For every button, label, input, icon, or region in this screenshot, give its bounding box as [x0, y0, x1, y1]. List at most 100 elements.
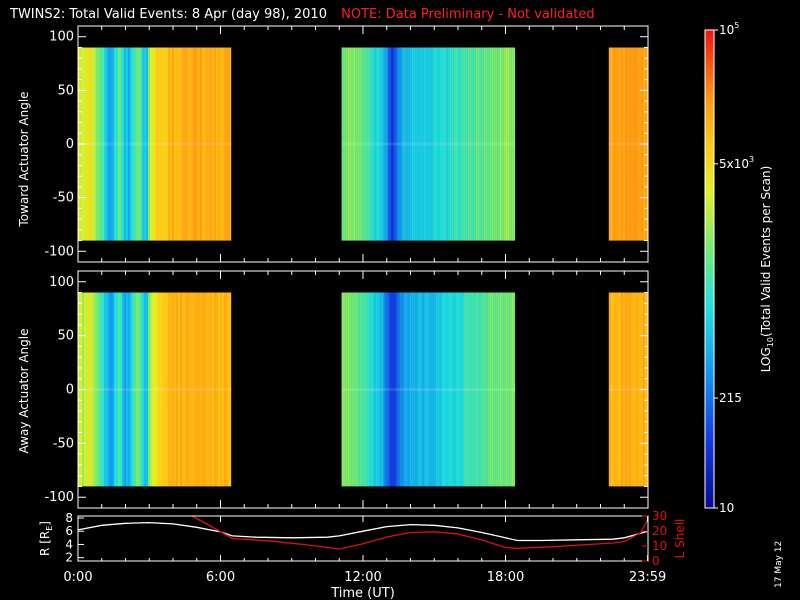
colorbar-swatch — [705, 414, 714, 416]
ytick-label: 100 — [49, 30, 74, 45]
colorbar-swatch — [705, 241, 714, 243]
colorbar-swatch — [705, 459, 714, 461]
colorbar-swatch — [705, 243, 714, 245]
colorbar-swatch — [705, 410, 714, 412]
colorbar-swatch — [705, 466, 714, 468]
colorbar-swatch — [705, 427, 714, 429]
colorbar-swatch — [705, 142, 714, 144]
heatmap-column — [491, 47, 494, 241]
heatmap-column — [441, 47, 444, 241]
heatmap-column — [483, 292, 486, 487]
heatmap-column — [499, 292, 502, 487]
heatmap-column — [158, 47, 161, 241]
colorbar-swatch — [705, 200, 714, 202]
colorbar-swatch — [705, 420, 714, 422]
heatmap-column — [224, 292, 227, 487]
colorbar-swatch — [705, 175, 714, 177]
colorbar-swatch — [705, 499, 714, 501]
heatmap-column — [443, 292, 446, 487]
heatmap-column — [415, 47, 418, 241]
zero-angle-stripe — [341, 142, 515, 146]
heatmap-column — [431, 47, 434, 241]
xtick-label: 23:59 — [629, 570, 666, 585]
colorbar-swatch — [705, 234, 714, 236]
heatmap-column — [453, 292, 456, 487]
colorbar-swatch — [705, 495, 714, 497]
colorbar-swatch — [705, 298, 714, 300]
colorbar-swatch — [705, 491, 714, 493]
colorbar-swatch — [705, 280, 714, 282]
colorbar-swatch — [705, 303, 714, 305]
colorbar-swatch — [705, 446, 714, 448]
colorbar-swatch — [705, 143, 714, 145]
colorbar-swatch — [705, 396, 714, 398]
colorbar-swatch — [705, 44, 714, 46]
heatmap-column — [475, 47, 478, 241]
colorbar-swatch — [705, 468, 714, 470]
heatmap-column — [485, 292, 488, 487]
heatmap-column — [180, 47, 183, 241]
heatmap-column — [509, 292, 512, 487]
heatmap-column — [467, 292, 470, 487]
heatmap-column — [614, 292, 617, 487]
heatmap-column — [216, 47, 219, 241]
colorbar-swatch — [705, 384, 714, 386]
colorbar-swatch — [705, 283, 714, 285]
colorbar-swatch — [705, 448, 714, 450]
zero-angle-stripe — [608, 142, 648, 146]
heatmap-column — [634, 292, 637, 487]
heatmap-column — [130, 292, 133, 487]
heatmap-column — [136, 47, 139, 241]
colorbar-swatch — [705, 72, 714, 74]
colorbar-swatch — [705, 150, 714, 152]
heatmap-column — [204, 47, 207, 241]
colorbar-swatch — [705, 147, 714, 149]
colorbar-swatch — [705, 244, 714, 246]
colorbar-swatch — [705, 131, 714, 133]
heatmap-column — [501, 47, 504, 241]
heatmap-column — [385, 47, 388, 241]
heatmap-column — [210, 47, 213, 241]
heatmap-column — [88, 47, 91, 241]
colorbar-swatch — [705, 295, 714, 297]
colorbar-swatch — [705, 207, 714, 209]
heatmap-column — [355, 47, 358, 241]
heatmap-column — [138, 47, 141, 241]
heatmap-column — [403, 47, 406, 241]
colorbar-swatch — [705, 239, 714, 241]
colorbar-swatch — [705, 276, 714, 278]
heatmap-column — [184, 292, 187, 487]
colorbar-swatch — [705, 265, 714, 267]
heatmap-column — [196, 292, 199, 487]
colorbar-swatch — [705, 130, 714, 132]
heatmap-column — [218, 47, 221, 241]
heatmap-column — [132, 292, 135, 487]
heatmap-column — [417, 47, 420, 241]
colorbar-swatch — [705, 213, 714, 215]
heatmap-column — [397, 47, 400, 241]
colorbar-swatch — [705, 183, 714, 185]
heatmap-column — [397, 292, 400, 487]
colorbar-swatch — [705, 39, 714, 41]
colorbar-swatch — [705, 41, 714, 43]
colorbar-swatch — [705, 425, 714, 427]
heatmap-column — [469, 292, 472, 487]
colorbar-swatch — [705, 381, 714, 383]
colorbar-swatch — [705, 189, 714, 191]
colorbar-swatch — [705, 63, 714, 65]
colorbar-swatch — [705, 101, 714, 103]
colorbar-swatch — [705, 106, 714, 108]
heatmap-column — [628, 47, 631, 241]
heatmap-column — [425, 292, 428, 487]
heatmap-column — [188, 292, 191, 487]
heatmap-column — [230, 47, 232, 241]
colorbar-swatch — [705, 137, 714, 139]
colorbar-swatch — [705, 463, 714, 465]
colorbar-swatch — [705, 254, 714, 256]
colorbar-swatch — [705, 238, 714, 240]
colorbar-swatch — [705, 266, 714, 268]
heatmap-column — [156, 292, 159, 487]
colorbar-swatch — [705, 373, 714, 375]
colorbar-swatch — [705, 94, 714, 96]
colorbar-swatch — [705, 296, 714, 298]
